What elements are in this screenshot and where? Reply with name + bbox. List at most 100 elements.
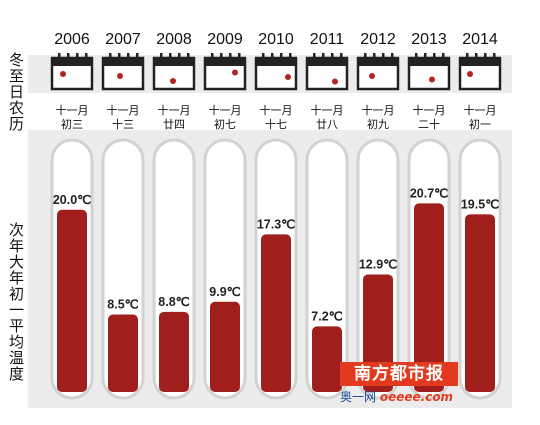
calendar-icon-2011 [305, 53, 349, 91]
lunar-month-2011: 十一月 [311, 103, 344, 117]
calendar-dot [332, 78, 338, 85]
year-label-2007: 2007 [105, 31, 141, 48]
calendar-ring-2 [382, 53, 385, 62]
calendar-dot [285, 74, 291, 80]
calendar-dot [60, 71, 66, 77]
calendar-dot [170, 78, 176, 84]
calendar-header-bar [358, 58, 398, 66]
calendar-ring-3 [187, 53, 190, 62]
temperature-bar-2010 [261, 234, 291, 392]
temperature-bar-2011 [312, 326, 342, 392]
temperature-label-2007: 8.5℃ [107, 298, 138, 312]
site-prefix: 奥一网 [340, 390, 377, 404]
year-label-2012: 2012 [360, 31, 396, 48]
temperature-label-2014: 19.5℃ [461, 197, 499, 211]
calendar-ring-1 [424, 53, 427, 62]
site-domain: oeeee.com [379, 390, 454, 404]
calendar-header-bar [409, 58, 449, 66]
calendar-icon-2012 [356, 53, 400, 91]
temperature-label-2011: 7.2℃ [311, 309, 342, 323]
calendar-icon-2008 [152, 53, 196, 91]
website-watermark: 奥一网 oeeee.com [340, 388, 464, 406]
calendar-dot [369, 73, 375, 79]
lunar-day-2012: 初九 [367, 117, 389, 131]
temperature-label-2010: 17.3℃ [257, 217, 295, 231]
calendar-icon-2007 [101, 53, 145, 91]
calendar-ring-2 [76, 53, 79, 62]
calendar-ring-1 [220, 53, 223, 62]
temperature-bar-2009 [210, 301, 240, 392]
lunar-day-2009: 初七 [214, 117, 236, 131]
temperature-bar-2013 [414, 203, 444, 392]
year-label-2010: 2010 [258, 31, 294, 48]
calendar-ring-0 [109, 53, 112, 62]
calendar-ring-2 [484, 53, 487, 62]
year-label-2009: 2009 [207, 31, 243, 48]
temperature-label-2008: 8.8℃ [158, 295, 189, 309]
calendar-ring-1 [373, 53, 376, 62]
calendar-ring-1 [322, 53, 325, 62]
lunar-month-2014: 十一月 [464, 103, 497, 117]
temperature-bar-2007 [108, 314, 138, 392]
lunar-month-2006: 十一月 [56, 103, 89, 117]
temperature-bar-2006 [57, 209, 87, 392]
year-label-2014: 2014 [462, 31, 498, 48]
calendar-dot [429, 76, 435, 83]
temperature-label-2012: 12.9℃ [359, 257, 397, 271]
calendar-ring-0 [415, 53, 418, 62]
calendar-header-bar [460, 58, 500, 66]
calendar-ring-0 [364, 53, 367, 62]
calendar-ring-3 [493, 53, 496, 62]
calendar-ring-3 [85, 53, 88, 62]
lunar-day-2007: 十三 [112, 117, 134, 131]
lunar-day-2013: 二十 [418, 117, 440, 131]
calendar-ring-0 [313, 53, 316, 62]
calendar-ring-1 [169, 53, 172, 62]
calendar-ring-2 [178, 53, 181, 62]
lunar-day-2006: 初三 [61, 117, 83, 131]
calendar-header-bar [52, 58, 92, 66]
calendar-ring-3 [391, 53, 394, 62]
temperature-label-2013: 20.7℃ [410, 186, 448, 200]
calendar-header-bar [154, 58, 194, 66]
calendar-header-bar [256, 58, 296, 66]
temperature-bar-2014 [465, 214, 495, 392]
calendar-icon-2010 [254, 53, 298, 91]
calendar-ring-2 [280, 53, 283, 62]
calendar-ring-2 [433, 53, 436, 62]
calendar-ring-0 [262, 53, 265, 62]
calendar-ring-2 [127, 53, 130, 62]
calendar-ring-3 [340, 53, 343, 62]
row-label-temperature: 次年大年初一平均温度 [7, 222, 25, 382]
calendar-ring-3 [442, 53, 445, 62]
lunar-month-2008: 十一月 [158, 103, 191, 117]
calendar-ring-3 [238, 53, 241, 62]
calendar-ring-3 [136, 53, 139, 62]
newspaper-logo: 南方都市报 [340, 362, 458, 386]
calendar-dot [232, 69, 238, 76]
calendar-ring-1 [475, 53, 478, 62]
lunar-day-2011: 廿八 [316, 118, 338, 131]
lunar-month-2007: 十一月 [107, 103, 140, 117]
year-label-2013: 2013 [411, 31, 447, 48]
lunar-month-2013: 十一月 [413, 103, 446, 117]
calendar-dot [117, 73, 123, 79]
year-label-2008: 2008 [156, 31, 192, 48]
calendar-ring-2 [331, 53, 334, 62]
lunar-month-2012: 十一月 [362, 103, 395, 117]
calendar-dot [467, 71, 473, 77]
calendar-ring-3 [289, 53, 292, 62]
calendar-icon-2014 [458, 53, 502, 91]
year-label-2006: 2006 [54, 31, 90, 48]
temperature-bar-2008 [159, 311, 189, 392]
calendar-ring-1 [67, 53, 70, 62]
calendar-icon-2006 [50, 53, 94, 91]
lunar-day-2014: 初一 [469, 117, 491, 131]
temperature-label-2009: 9.9℃ [209, 285, 240, 299]
calendar-icon-2013 [407, 53, 451, 91]
temperature-label-2006: 20.0℃ [53, 193, 91, 207]
calendar-ring-2 [229, 53, 232, 62]
calendar-header-bar [103, 58, 143, 66]
calendar-header-bar [205, 58, 245, 66]
